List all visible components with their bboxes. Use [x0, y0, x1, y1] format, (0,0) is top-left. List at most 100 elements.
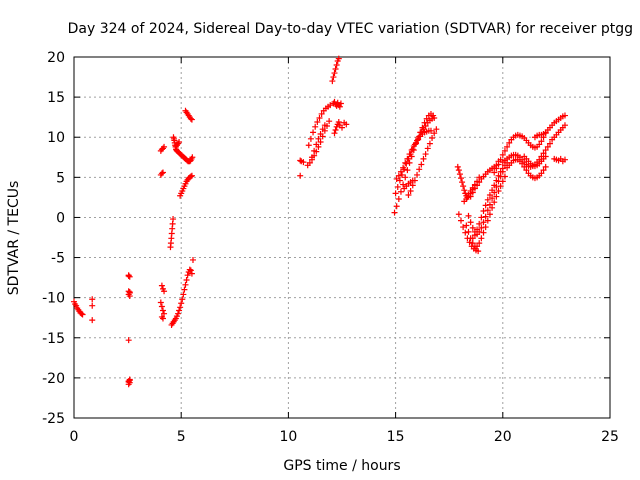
y-tick-label: 0 [56, 210, 65, 226]
data-point [491, 199, 498, 206]
data-point [465, 191, 472, 198]
data-point [317, 139, 324, 146]
data-point [540, 167, 547, 174]
data-point [499, 151, 506, 158]
data-point [300, 159, 307, 166]
y-tick-label: 5 [56, 170, 65, 186]
data-point [542, 163, 549, 170]
data-point [89, 296, 96, 303]
data-point [542, 153, 549, 160]
data-point [466, 239, 473, 246]
data-point [471, 232, 478, 239]
data-point [506, 139, 513, 146]
data-point [409, 177, 416, 184]
data-point [406, 151, 413, 158]
data-point [126, 289, 133, 296]
data-point [178, 300, 185, 307]
y-tick-label: 20 [47, 50, 65, 66]
data-point [329, 78, 336, 85]
data-point [467, 219, 474, 226]
data-point [519, 160, 526, 167]
data-point [331, 70, 338, 77]
data-point [427, 127, 434, 134]
x-tick-labels: 0 5 10 15 20 25 [70, 429, 619, 445]
data-point [314, 118, 321, 125]
data-point [486, 211, 493, 218]
data-point [469, 224, 476, 231]
data-point [393, 175, 400, 182]
data-point [159, 307, 166, 314]
data-point [469, 184, 476, 191]
data-point [465, 212, 472, 219]
data-point [521, 163, 528, 170]
data-point [410, 143, 417, 150]
data-point [403, 160, 410, 167]
data-point [459, 179, 466, 186]
data-point [455, 167, 462, 174]
data-point [186, 266, 193, 273]
data-point [499, 165, 506, 172]
data-point [318, 110, 325, 117]
data-point [170, 216, 177, 223]
data-point [476, 240, 483, 247]
data-point [317, 131, 324, 138]
data-point [395, 195, 402, 202]
data-point [176, 139, 183, 146]
y-tick-label: -25 [42, 411, 65, 427]
data-point [544, 143, 551, 150]
data-point [187, 267, 194, 274]
data-point [184, 272, 191, 279]
data-point [180, 291, 187, 298]
data-point [414, 171, 421, 178]
data-point [188, 116, 195, 123]
data-point [501, 147, 508, 154]
data-point [404, 155, 411, 162]
plot-frame [73, 56, 611, 419]
data-point [455, 211, 462, 218]
data-point [495, 172, 502, 179]
data-point [319, 126, 326, 133]
data-point [542, 147, 549, 154]
data-point [315, 135, 322, 142]
data-point [415, 136, 422, 143]
data-point [474, 226, 481, 233]
data-point [402, 174, 409, 181]
data-point [161, 310, 168, 317]
data-point [188, 172, 195, 179]
data-point [336, 103, 343, 110]
data-point [79, 311, 86, 318]
data-point [471, 181, 478, 188]
data-point [457, 217, 464, 224]
data-point [561, 156, 568, 163]
data-points [71, 55, 568, 388]
y-tick-label: -20 [42, 371, 65, 387]
data-point [332, 66, 339, 73]
data-point [337, 100, 344, 107]
data-point [161, 288, 168, 295]
data-point [89, 302, 96, 309]
data-point [504, 143, 511, 150]
data-point [482, 224, 489, 231]
data-point [420, 155, 427, 162]
data-point [433, 126, 440, 133]
data-point [493, 177, 500, 184]
data-point [486, 191, 493, 198]
data-point [540, 150, 547, 157]
data-point [158, 303, 165, 310]
data-point [478, 214, 485, 221]
data-point [463, 195, 470, 202]
data-point [297, 172, 304, 179]
data-point [480, 208, 487, 215]
data-point [310, 129, 317, 136]
data-point [183, 277, 190, 284]
data-point [412, 139, 419, 146]
data-point [316, 114, 323, 121]
data-point [422, 122, 429, 129]
data-point [321, 122, 328, 129]
data-point [489, 195, 496, 202]
data-point [402, 159, 409, 166]
y-tick-label: -5 [51, 251, 65, 267]
data-point [416, 166, 423, 173]
data-point [474, 243, 481, 250]
